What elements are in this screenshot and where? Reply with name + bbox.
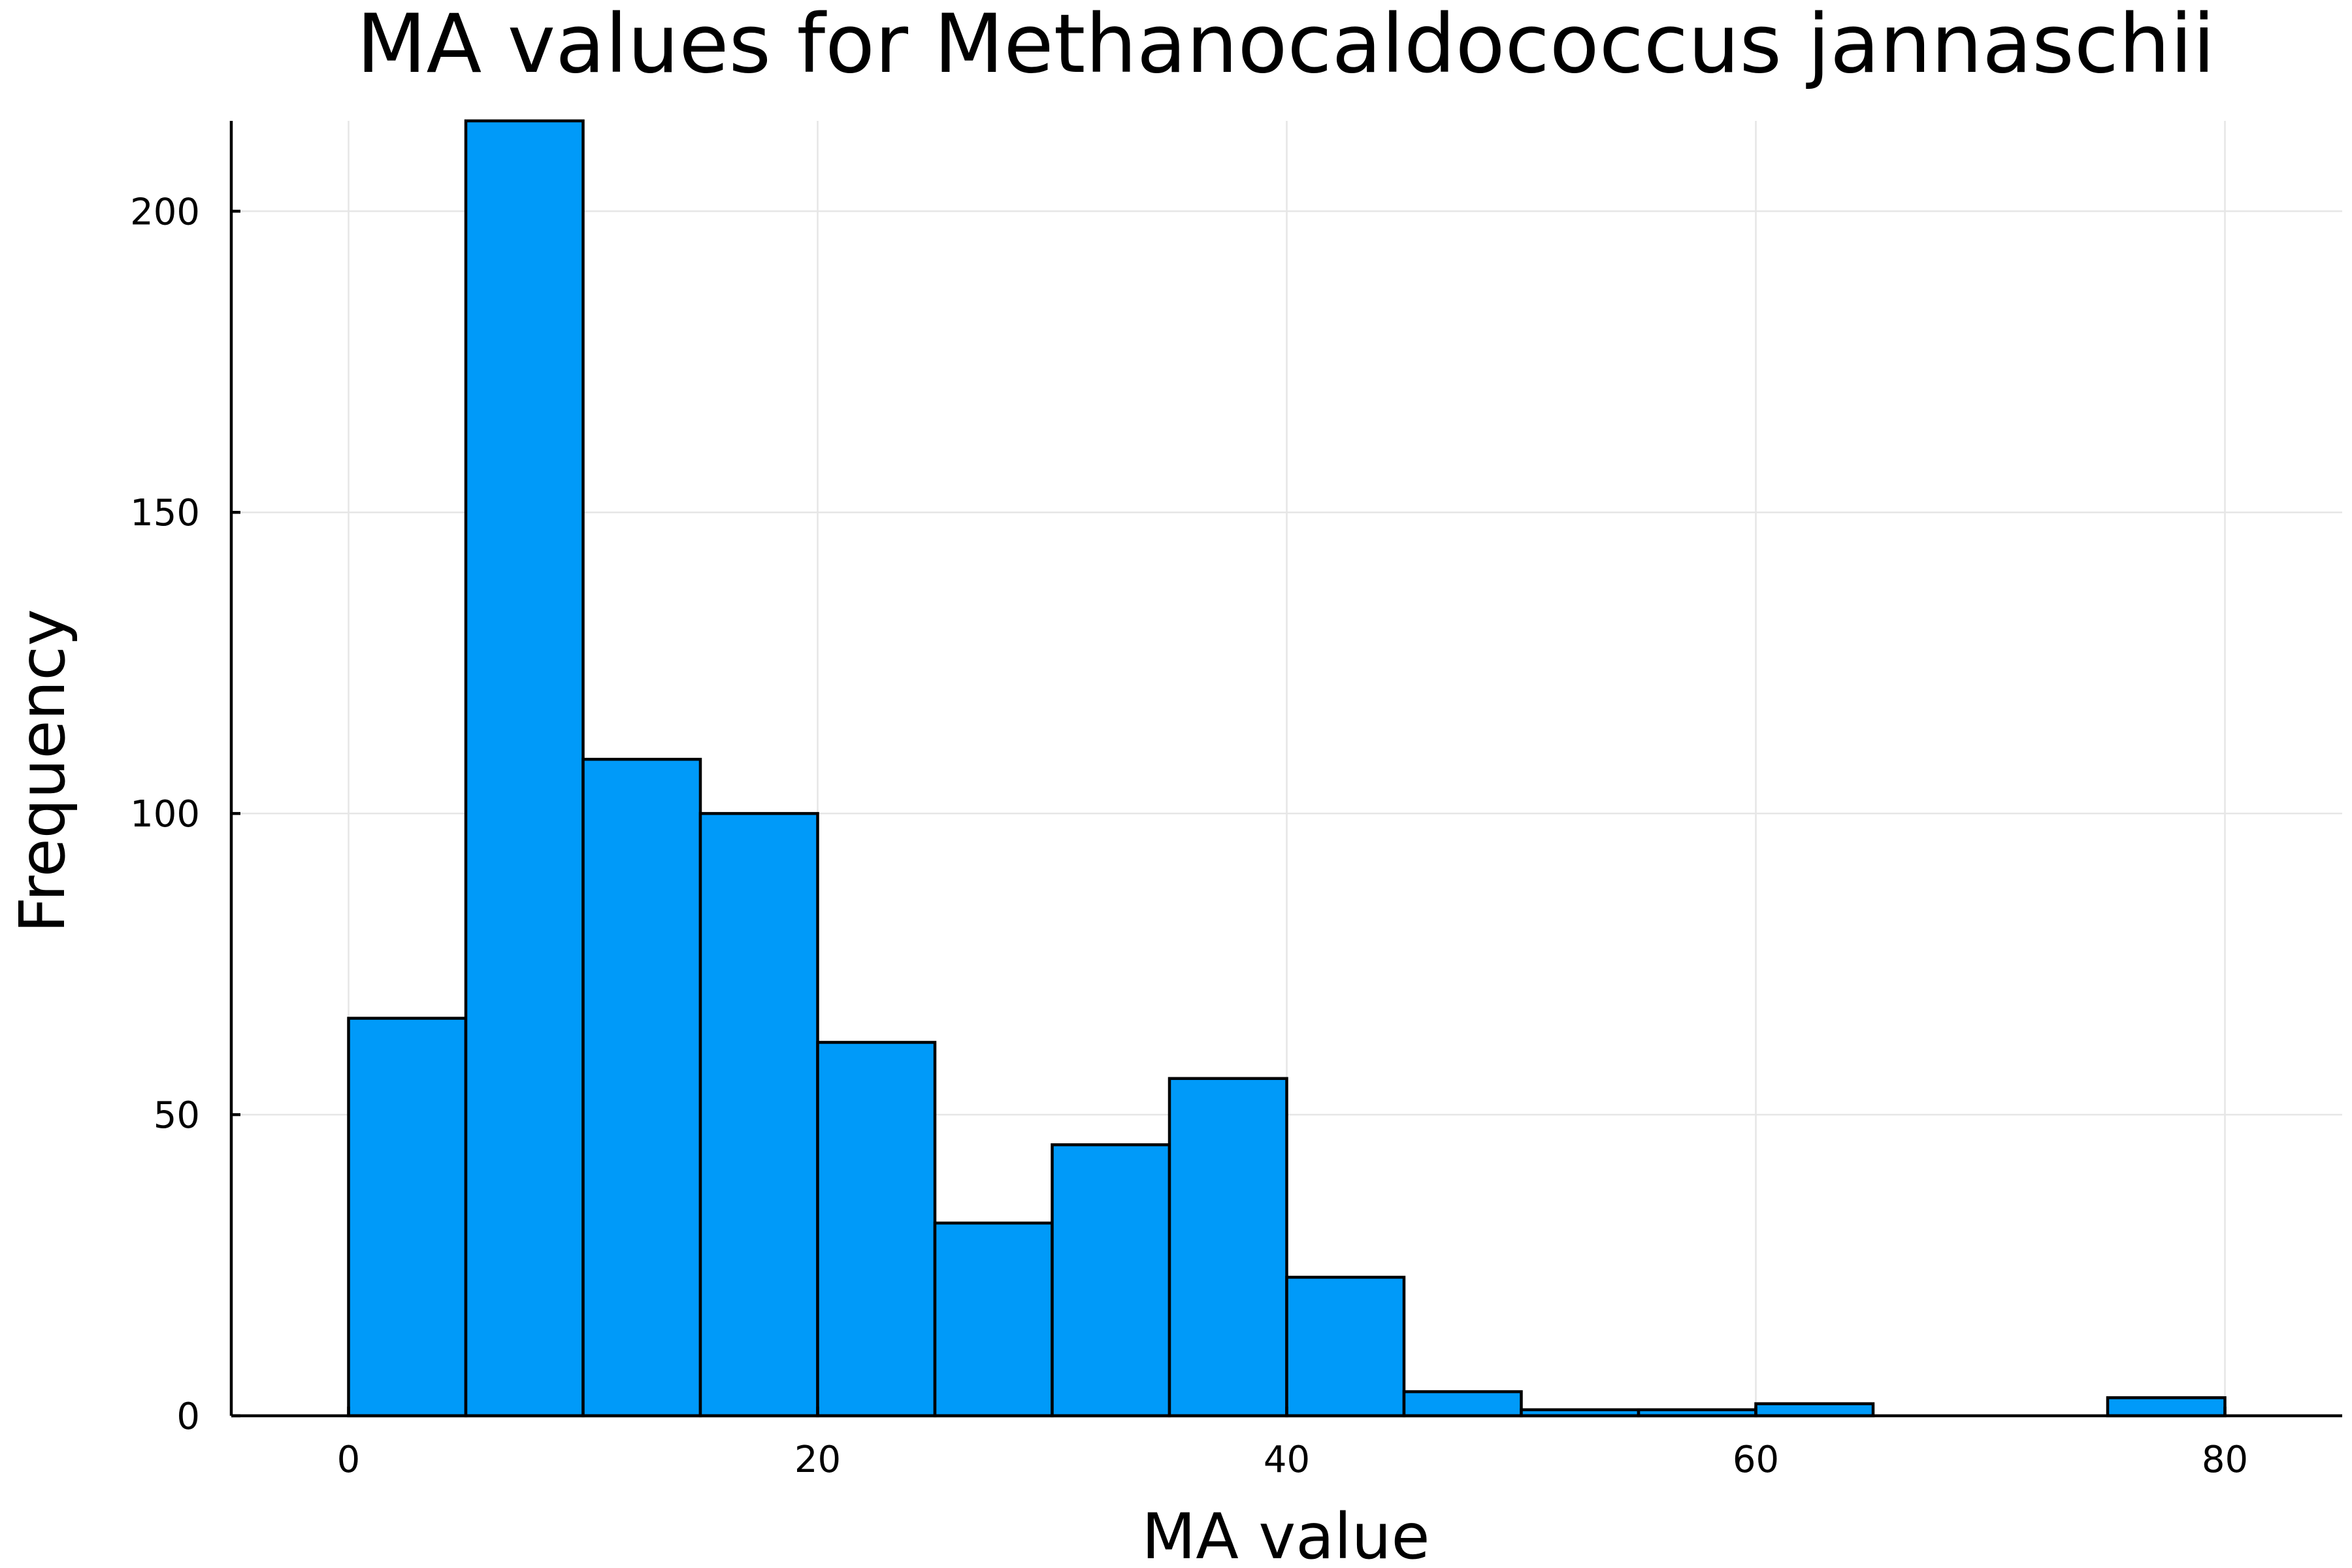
x-tick-label: 60 xyxy=(1733,1439,1779,1481)
histogram-bar xyxy=(581,757,702,1418)
x-tick-label: 40 xyxy=(1264,1439,1310,1481)
axes xyxy=(229,121,2342,1418)
histogram-bar xyxy=(1285,1275,1406,1418)
y-tick-label: 50 xyxy=(154,1094,200,1137)
histogram-bar xyxy=(464,119,585,1418)
y-tick-label: 150 xyxy=(130,492,200,534)
histogram-bar xyxy=(816,1041,937,1418)
y-tick-label: 0 xyxy=(176,1396,200,1438)
histogram-bar xyxy=(698,811,819,1418)
chart-title: MA values for Methanocaldococcus jannasc… xyxy=(357,0,2215,91)
histogram-bar xyxy=(1402,1390,1523,1418)
x-tick-label: 0 xyxy=(337,1439,361,1481)
y-tick-label: 100 xyxy=(130,793,200,836)
x-tick-label: 80 xyxy=(2202,1439,2248,1481)
histogram-bar xyxy=(347,1017,468,1418)
histogram-bar xyxy=(933,1221,1054,1418)
histogram-bar xyxy=(1051,1143,1171,1418)
histogram-bar xyxy=(1168,1077,1288,1418)
histogram-bar xyxy=(1754,1402,1875,1418)
tick-labels: 0 20 40 60 80 0 50 100 150 200 xyxy=(130,191,2248,1481)
y-tick-label: 200 xyxy=(130,191,200,233)
y-axis-title: Frequency xyxy=(6,609,79,933)
histogram-bar xyxy=(2106,1396,2227,1418)
x-tick-label: 20 xyxy=(794,1439,841,1481)
x-axis-title: MA value xyxy=(1141,1500,1429,1568)
